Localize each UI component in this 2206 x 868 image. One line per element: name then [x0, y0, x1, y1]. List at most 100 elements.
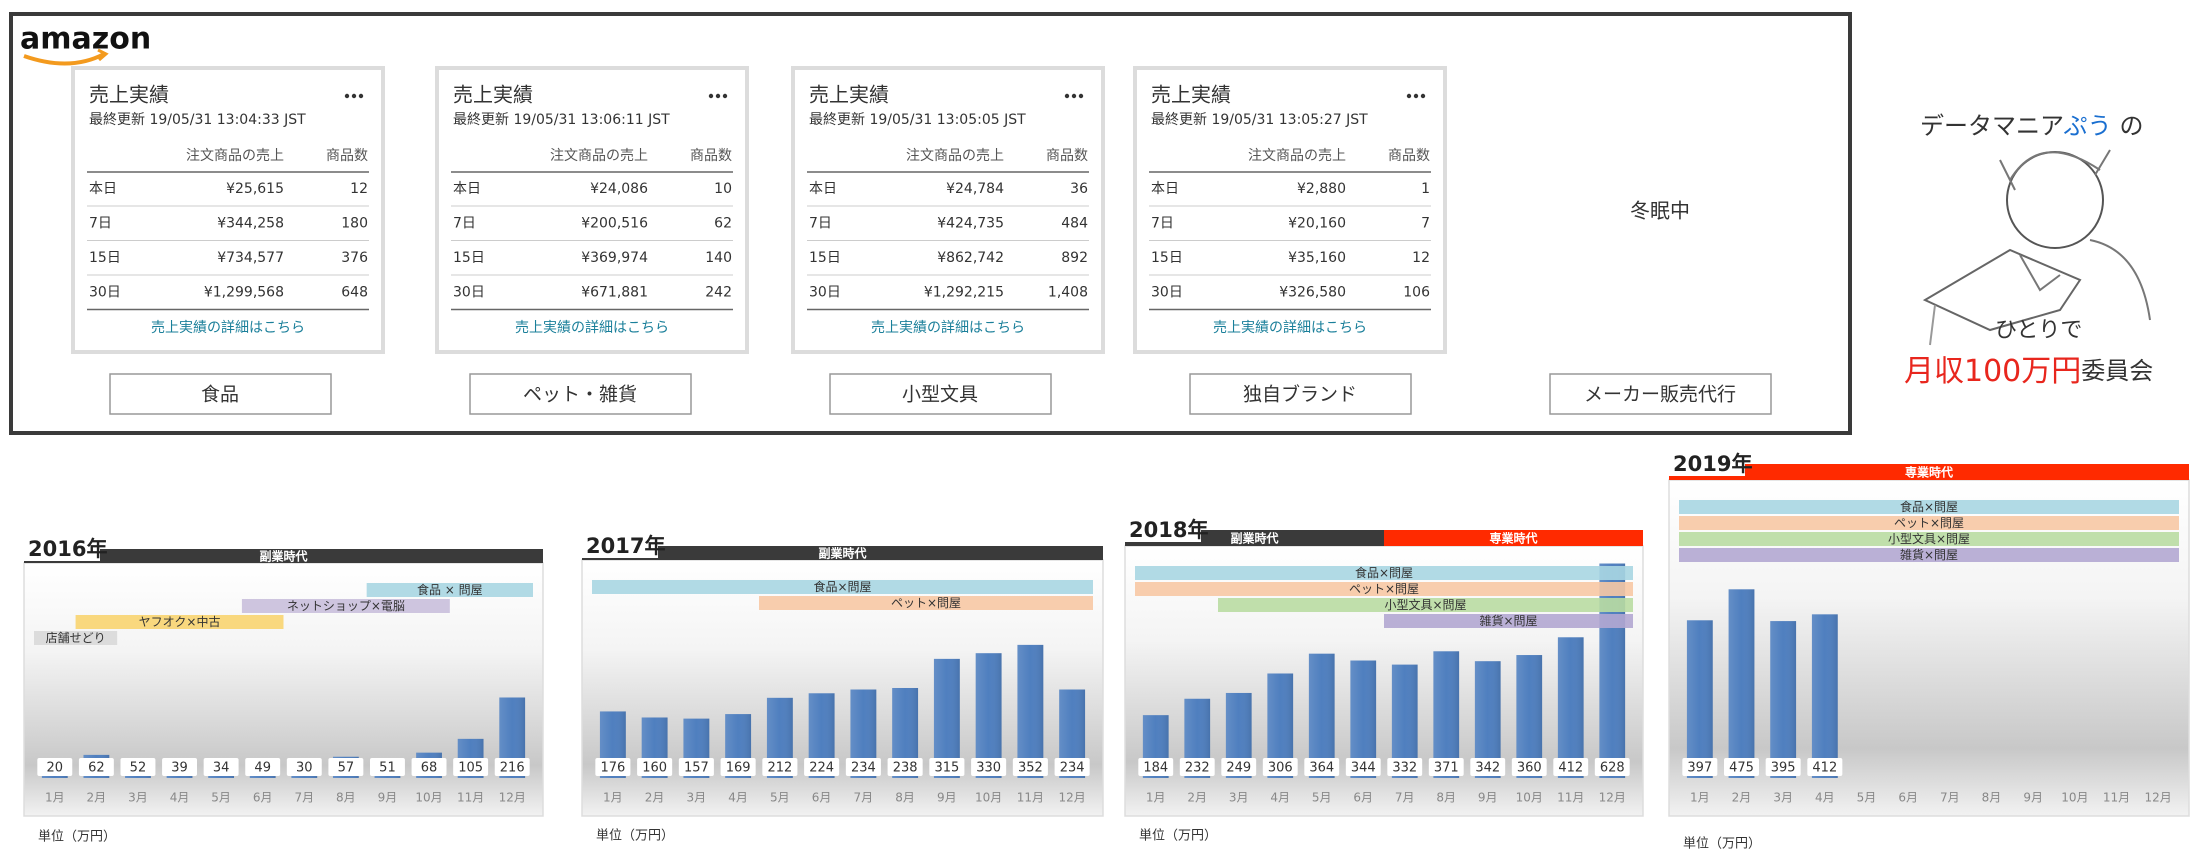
x-tick-label: 1月	[603, 791, 623, 805]
value-label: 330	[976, 761, 1001, 776]
period-label: 食品×問屋	[813, 579, 871, 594]
value-label-box	[1470, 758, 1506, 776]
row-count: 12	[1412, 250, 1430, 266]
menu-dot	[708, 93, 714, 99]
brand-part: ぷう	[2064, 112, 2112, 140]
value-label-box	[37, 758, 73, 776]
value-label: 360	[1517, 761, 1542, 776]
x-tick-label: 1月	[1146, 791, 1166, 805]
col-header: 商品数	[690, 148, 732, 164]
value-label: 51	[379, 761, 396, 776]
value-label: 234	[1060, 761, 1085, 776]
category-button[interactable]	[1189, 373, 1412, 415]
x-tick-label: 7月	[854, 791, 874, 805]
row-count: 140	[705, 250, 732, 266]
row-count: 180	[341, 216, 368, 232]
value-label: 34	[213, 761, 230, 776]
value-label: 49	[254, 761, 271, 776]
period-bar	[1679, 532, 2179, 546]
value-label-box	[203, 758, 239, 776]
chart-title: 2019年	[1673, 452, 1752, 476]
value-label-box	[1511, 758, 1547, 776]
x-tick-label: 12月	[1599, 791, 1626, 805]
category-button[interactable]	[109, 373, 332, 415]
value-label-box	[595, 758, 631, 776]
value-label-box	[1765, 758, 1801, 776]
value-label-box	[1345, 758, 1381, 776]
col-header: 注文商品の売上	[550, 148, 648, 164]
value-label-box	[1012, 758, 1048, 776]
row-sales: ¥326,580	[1279, 285, 1346, 301]
logo: amazon	[20, 22, 151, 57]
value-label: 157	[684, 761, 709, 776]
bar-sheen	[1728, 589, 1755, 778]
value-label: 238	[893, 761, 918, 776]
row-label: 30日	[809, 285, 841, 301]
category-button[interactable]	[829, 373, 1052, 415]
card	[71, 66, 385, 354]
row-label: 7日	[1151, 216, 1174, 232]
col-header: 注文商品の売上	[906, 148, 1004, 164]
x-tick-label: 4月	[170, 791, 190, 805]
x-tick-label: 4月	[728, 791, 748, 805]
bar-sheen	[1516, 655, 1543, 778]
row-count: 62	[714, 216, 732, 232]
value-label: 306	[1268, 761, 1293, 776]
x-tick-label: 9月	[378, 791, 398, 805]
row-count: 892	[1061, 250, 1088, 266]
x-tick-label: 9月	[937, 791, 957, 805]
value-label-box	[411, 758, 447, 776]
value-label-box	[1387, 758, 1423, 776]
title-backdrop	[1669, 450, 1745, 476]
value-label-box	[1262, 758, 1298, 776]
card-title: 売上実績	[1151, 83, 1231, 107]
x-tick-label: 8月	[895, 791, 915, 805]
value-label: 352	[1018, 761, 1043, 776]
value-label: 224	[809, 761, 834, 776]
x-tick-label: 4月	[1815, 791, 1835, 805]
bar-sheen	[1308, 653, 1335, 778]
x-tick-label: 2月	[87, 791, 107, 805]
row-count: 106	[1403, 285, 1430, 301]
menu-dot	[722, 93, 728, 99]
row-count: 12	[350, 181, 368, 197]
row-label: 本日	[89, 181, 117, 197]
row-count: 7	[1421, 216, 1430, 232]
value-label-box	[804, 758, 840, 776]
x-tick-label: 3月	[128, 791, 148, 805]
x-tick-label: 1月	[45, 791, 65, 805]
value-label-box	[286, 758, 322, 776]
era-bar	[1384, 530, 1643, 546]
value-label-box	[678, 758, 714, 776]
value-label: 20	[47, 761, 64, 776]
period-label: ネットショップ×電脳	[287, 599, 405, 613]
row-label: 7日	[809, 216, 832, 232]
period-bar	[1679, 516, 2179, 530]
menu-dot	[1078, 93, 1084, 99]
unit-note: 単位（万円）	[38, 829, 116, 845]
value-label-box	[328, 758, 364, 776]
category-button[interactable]	[469, 373, 692, 415]
card-updated: 最終更新 19/05/31 13:04:33 JST	[89, 112, 306, 128]
value-label: 315	[934, 761, 959, 776]
category-button[interactable]	[1549, 373, 1772, 415]
value-label: 249	[1226, 761, 1251, 776]
x-tick-label: 2月	[1732, 791, 1752, 805]
row-sales: ¥20,160	[1288, 216, 1346, 232]
row-count: 376	[341, 250, 368, 266]
value-label: 412	[1558, 761, 1583, 776]
value-label-box	[1221, 758, 1257, 776]
x-tick-label: 4月	[1270, 791, 1290, 805]
unit-note: 単位（万円）	[1139, 828, 1217, 844]
x-tick-label: 12月	[499, 791, 526, 805]
menu-dot	[1071, 93, 1077, 99]
menu-dot	[715, 93, 721, 99]
era-bar	[24, 549, 543, 563]
value-label-box	[1304, 758, 1340, 776]
card-title: 売上実績	[89, 83, 169, 107]
row-count: 484	[1061, 216, 1088, 232]
era-bar	[582, 546, 1103, 560]
chart-title: 2018年	[1129, 518, 1208, 542]
brand-line3: 月収100万円委員会	[1904, 354, 2153, 389]
